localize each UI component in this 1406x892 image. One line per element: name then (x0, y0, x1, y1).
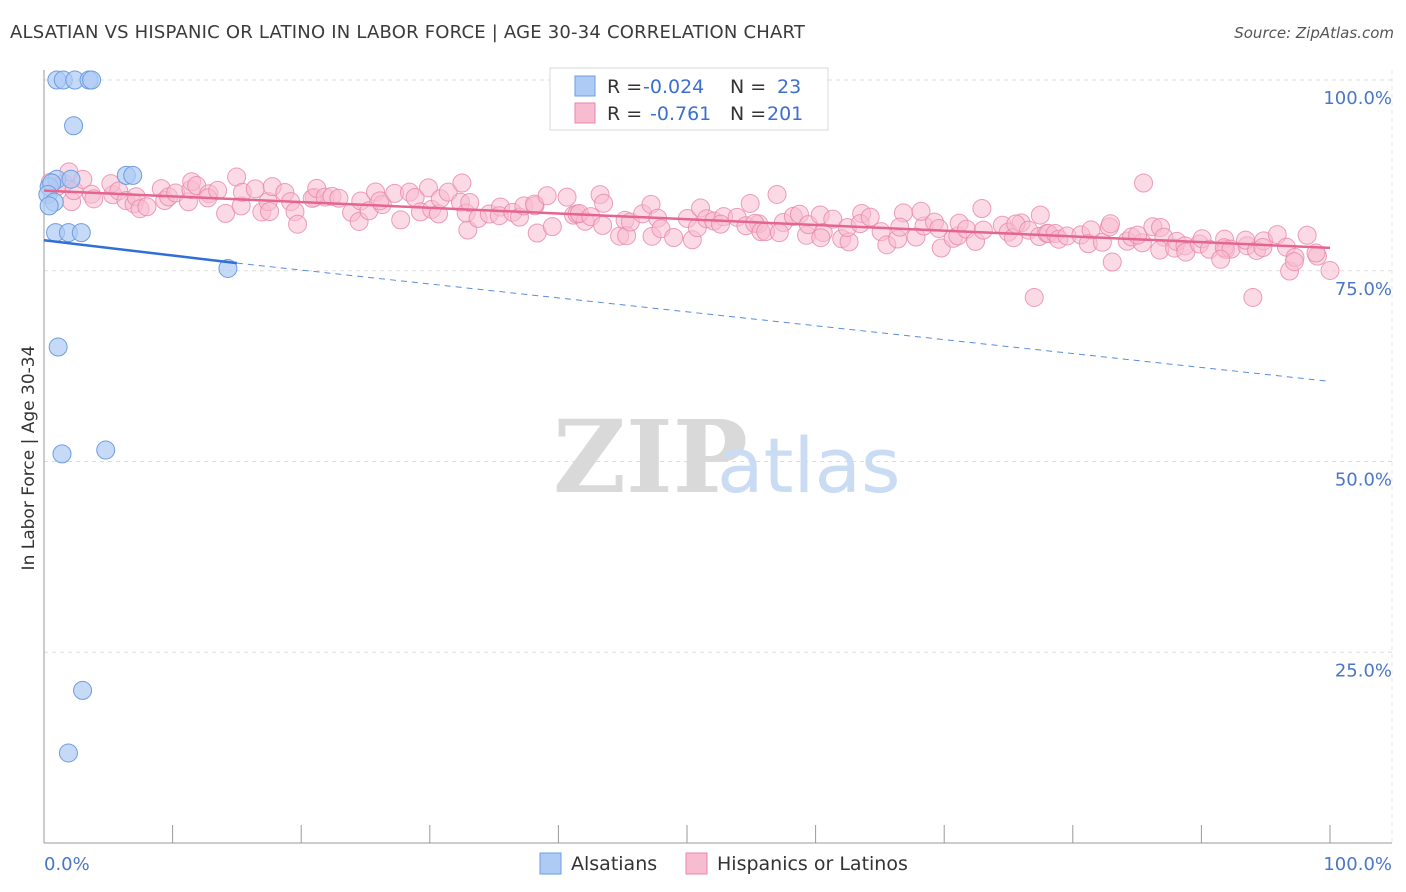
alsatian-point (52, 444, 72, 464)
hispanic-point (1134, 173, 1154, 193)
series-legend: Alsatians Hispanics or Latinos (539, 852, 908, 875)
hispanic-point (438, 182, 458, 202)
bottom-legend-swatch-alsatians (539, 852, 562, 875)
hispanic-point (1024, 287, 1044, 307)
hispanic-trend-line (43, 189, 1331, 250)
hispanic-point (1102, 252, 1122, 272)
hispanic-point (460, 193, 480, 213)
watermark-zip: ZIP (553, 398, 748, 516)
hispanic-point (1101, 214, 1121, 234)
hispanic-point (1030, 205, 1050, 225)
watermark-atlas: atlas (717, 421, 901, 510)
hispanic-point (537, 186, 557, 206)
trend-lines (43, 189, 1331, 382)
hispanic-point (452, 173, 472, 193)
alsatian-point (48, 337, 68, 357)
hispanic-point (973, 220, 993, 240)
y-axis-title: In Labor Force | Age 30-34 (19, 346, 39, 571)
watermark: ZIP atlas (553, 398, 901, 516)
hispanic-point (811, 228, 831, 248)
hispanic-point (769, 223, 789, 243)
alsatian-point (73, 680, 93, 700)
hispanic-point (1297, 225, 1317, 245)
hispanic-point (823, 209, 843, 229)
hispanic-point (1253, 238, 1273, 258)
x-tick-labels: 0.0% 100.0% (44, 854, 1392, 875)
hispanic-point (860, 207, 880, 227)
x-tick-label-0: 0.0% (44, 854, 90, 875)
hispanic-point (260, 202, 280, 222)
hispanic-point (84, 189, 104, 209)
alsatian-points (38, 70, 238, 763)
bottom-legend-swatch-hispanics (685, 852, 708, 875)
hispanic-point (1243, 287, 1263, 307)
alsatian-point (58, 743, 78, 763)
legend-n-label-2: N = (730, 103, 766, 125)
hispanic-point (1284, 252, 1304, 272)
hispanic-point (137, 197, 157, 217)
source-label: Source: ZipAtlas.com (1234, 24, 1394, 42)
legend-r-value-1: -0.024 (643, 76, 704, 98)
hispanic-point (911, 201, 931, 221)
chart-title: ALSATIAN VS HISPANIC OR LATINO IN LABOR … (10, 22, 806, 43)
alsatian-point (123, 165, 143, 185)
hispanic-point (740, 193, 760, 213)
bottom-legend-alsatians: Alsatians (571, 853, 657, 875)
legend-swatch-alsatians (574, 75, 596, 97)
alsatian-trend-line (43, 238, 238, 265)
legend-r-label-2: R = (607, 103, 642, 125)
alsatian-point (64, 116, 84, 136)
hispanic-point (288, 214, 308, 234)
hispanic-point (216, 203, 236, 223)
legend-r-value-2: -0.761 (650, 103, 711, 125)
legend-swatch-hispanics (574, 102, 596, 124)
alsatian-point (71, 223, 91, 243)
y-tick-label-2: 75.0% (1335, 279, 1392, 300)
y-tick-label-3: 100.0% (1323, 88, 1392, 109)
alsatian-trend-extension (236, 262, 1331, 382)
y-tick-labels: 25.0% 50.0% 75.0% 100.0% (1323, 88, 1392, 681)
legend-r-label-1: R = (607, 76, 642, 98)
hispanic-point (208, 180, 228, 200)
hispanic-point (711, 214, 731, 234)
legend-n-value-2: 201 (767, 103, 803, 125)
alsatian-point (82, 70, 102, 90)
hispanic-point (391, 210, 411, 230)
hispanic-point (557, 187, 577, 207)
y-tick-label-0: 25.0% (1335, 660, 1392, 681)
hispanic-point (594, 193, 614, 213)
hispanic-point (593, 215, 613, 235)
hispanic-point (972, 199, 992, 219)
hispanic-point (1211, 249, 1231, 269)
hispanic-point (1320, 260, 1340, 280)
alsatian-point (61, 169, 81, 189)
hispanic-point (418, 178, 438, 198)
grid-lines (44, 70, 1393, 843)
alsatian-point (96, 440, 116, 460)
x-tick-label-1: 100.0% (1323, 854, 1392, 875)
hispanic-point (890, 217, 910, 237)
hispanic-point (929, 218, 949, 238)
y-tick-label-1: 50.0% (1335, 470, 1392, 491)
bottom-legend-hispanics: Hispanics or Latinos (717, 853, 908, 875)
hispanic-point (767, 184, 787, 204)
legend-n-value-1: 23 (777, 76, 801, 98)
alsatian-point (218, 258, 238, 278)
hispanic-point (542, 217, 562, 237)
hispanic-point (664, 228, 684, 248)
alsatian-point (39, 196, 59, 216)
hispanic-points (40, 162, 1340, 307)
correlation-legend: R = -0.024 N = 23 R = -0.761 N = 201 (549, 67, 829, 131)
legend-n-label-1: N = (730, 76, 766, 98)
